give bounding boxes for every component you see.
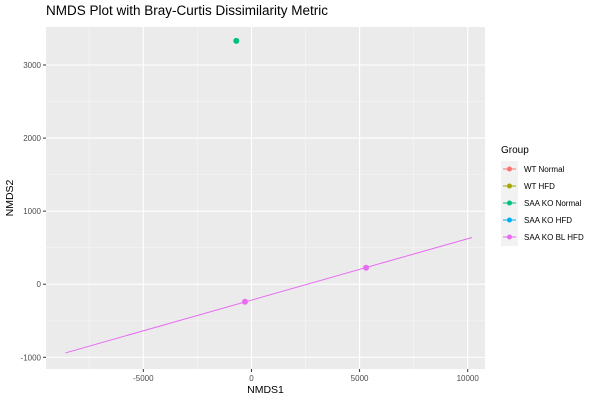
legend-dot [507, 217, 512, 223]
legend-title: Group [501, 145, 529, 156]
plot-panel [46, 27, 485, 369]
legend-label: SAA KO BL HFD [524, 233, 584, 242]
x-tick-label: 5000 [351, 374, 369, 383]
major-gridlines [46, 27, 485, 369]
x-tick-label: 0 [249, 374, 254, 383]
legend-dot [507, 200, 512, 206]
legend-label: WT HFD [524, 182, 555, 191]
trend-lines [65, 236, 473, 354]
y-tick-label: 1000 [23, 207, 41, 216]
legend-dot [507, 183, 512, 189]
legend-label: SAA KO HFD [524, 216, 572, 225]
data-point [233, 37, 240, 44]
legend-label: WT Normal [524, 165, 565, 174]
x-axis-title: NMDS1 [247, 384, 284, 396]
y-axis-title: NMDS2 [4, 179, 16, 216]
legend: Group WT Normal WT HFD SAA KO Normal SAA KO… [501, 145, 584, 246]
data-point [241, 298, 248, 305]
chart-title: NMDS Plot with Bray-Curtis Dissimilarity… [46, 3, 328, 18]
y-tick-label: -1000 [21, 353, 42, 362]
data-points [233, 37, 370, 305]
minor-gridlines [46, 27, 485, 369]
legend-label: SAA KO Normal [524, 199, 582, 208]
data-point [363, 264, 370, 271]
trend-line [65, 236, 473, 354]
y-axis: -1000 0 1000 2000 3000 [21, 61, 46, 362]
x-axis: -5000 0 5000 10000 [133, 369, 479, 383]
x-tick-label: 10000 [457, 374, 480, 383]
y-tick-label: 2000 [23, 134, 41, 143]
legend-dot [507, 234, 512, 240]
y-tick-label: 3000 [23, 61, 41, 70]
legend-dot [507, 166, 512, 172]
y-tick-label: 0 [37, 280, 42, 289]
x-tick-label: -5000 [133, 374, 154, 383]
